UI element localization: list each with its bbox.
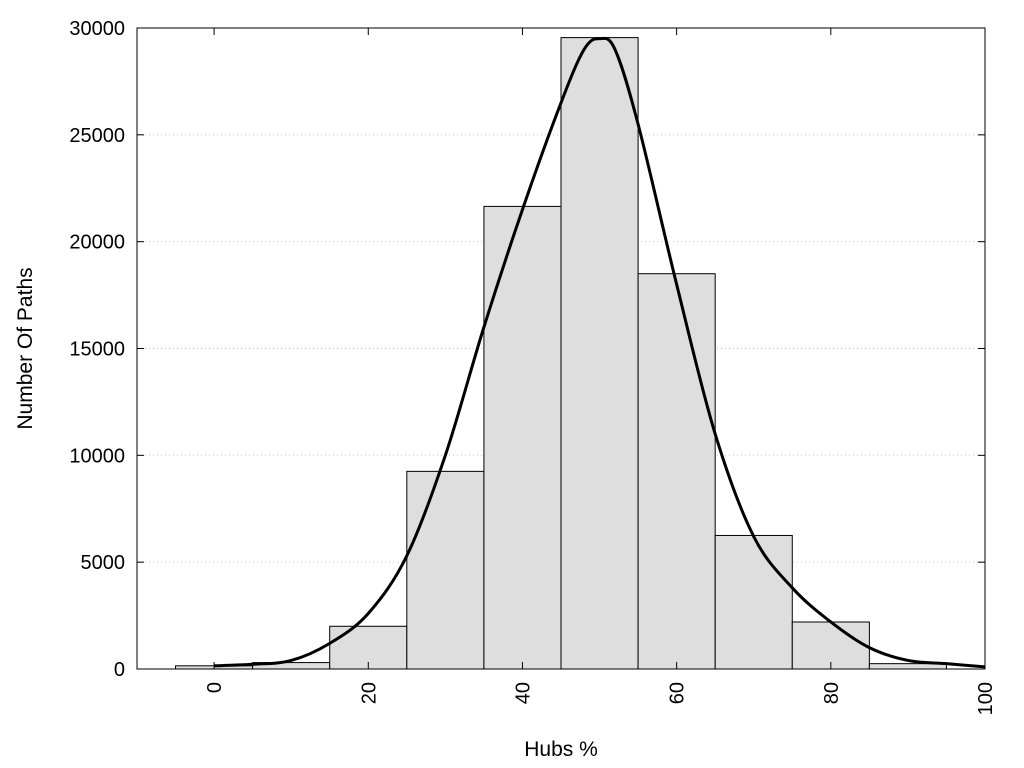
histogram-bar-2 bbox=[329, 625, 408, 670]
y-axis-label: Number Of Paths bbox=[14, 267, 37, 429]
y-tick-label-6: 30000 bbox=[69, 18, 125, 40]
y-tick-label-0: 0 bbox=[114, 659, 125, 681]
histogram-bar-8 bbox=[791, 621, 870, 670]
y-tick-label-3: 15000 bbox=[69, 339, 125, 361]
y-tick-label-4: 20000 bbox=[69, 232, 125, 254]
x-tick-label-3: 60 bbox=[667, 682, 689, 704]
x-tick-label-2: 40 bbox=[512, 682, 534, 704]
y-tick-label-1: 5000 bbox=[81, 552, 126, 574]
axis-ticks bbox=[137, 27, 986, 670]
x-tick-label-4: 80 bbox=[821, 682, 843, 704]
histogram-bar-6 bbox=[637, 273, 716, 670]
y-tick-label-5: 25000 bbox=[69, 125, 125, 147]
histogram-bar-3 bbox=[406, 470, 485, 670]
x-tick-labels: 0 20 40 60 80 100 bbox=[204, 682, 997, 715]
density-curve-layer bbox=[214, 36, 986, 669]
histogram-bar-5 bbox=[560, 37, 639, 670]
density-curve bbox=[214, 36, 986, 669]
histogram-bar-7 bbox=[714, 534, 793, 670]
x-tick-label-0: 0 bbox=[204, 682, 226, 693]
histogram-bar-4 bbox=[483, 205, 562, 670]
histogram-bars bbox=[175, 37, 947, 670]
y-tick-label-2: 10000 bbox=[69, 445, 125, 467]
x-axis-label: Hubs % bbox=[524, 738, 598, 761]
y-tick-labels: 0 5000 10000 15000 20000 25000 30000 bbox=[69, 18, 125, 681]
x-tick-label-5: 100 bbox=[975, 682, 997, 715]
x-tick-label-1: 20 bbox=[358, 682, 380, 704]
